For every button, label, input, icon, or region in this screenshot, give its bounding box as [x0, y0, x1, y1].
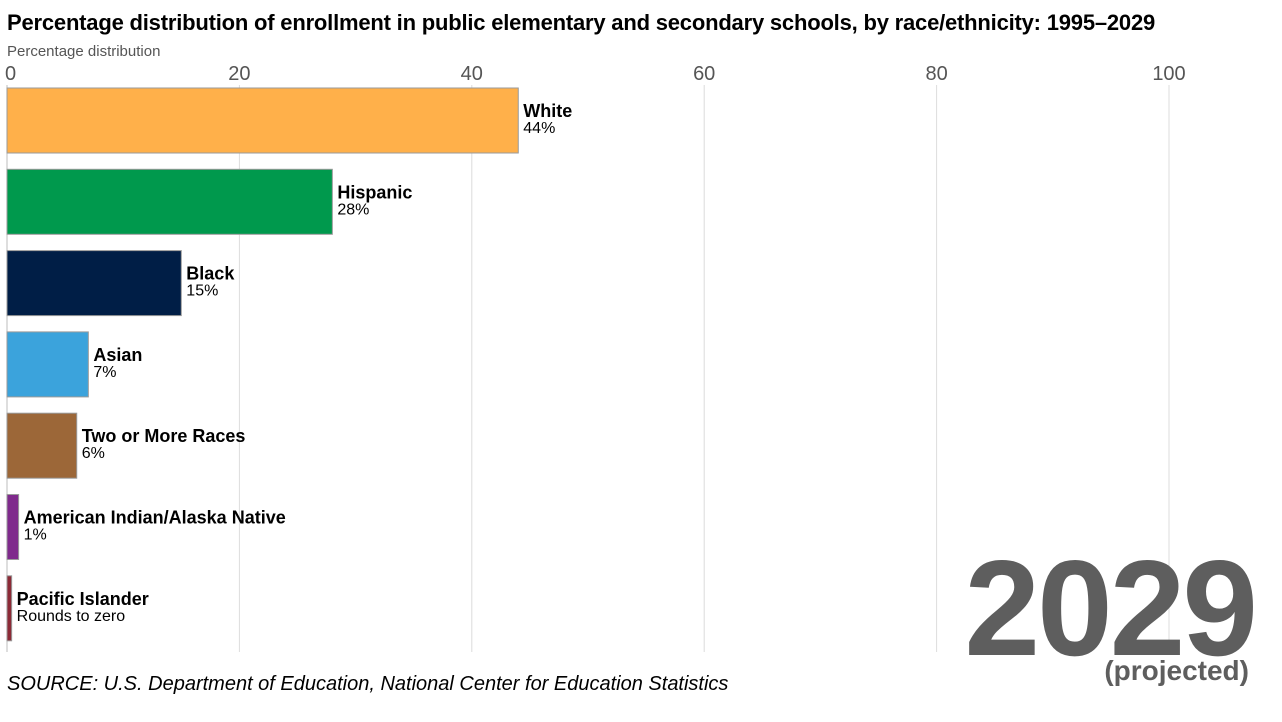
axis-caption: Percentage distribution	[7, 43, 161, 60]
bar-label-white: White	[523, 101, 572, 121]
bar-american-indian-alaska-native	[6, 494, 20, 560]
bar-hispanic	[6, 168, 333, 235]
bar-label-american-indian-alaska-native: American Indian/Alaska Native	[24, 508, 286, 528]
bar-two-or-more-races	[6, 412, 78, 479]
x-tick-label: 100	[1152, 63, 1185, 85]
x-tick-label: 80	[925, 63, 947, 85]
bar-value-american-indian-alaska-native: 1%	[24, 527, 47, 544]
source-note: SOURCE: U.S. Department of Education, Na…	[7, 673, 729, 695]
bar-label-hispanic: Hispanic	[337, 182, 412, 202]
bar-value-two-or-more-races: 6%	[82, 445, 105, 462]
bar-label-pacific-islander: Pacific Islander	[17, 589, 149, 609]
x-tick-label: 40	[461, 63, 483, 85]
bar-label-two-or-more-races: Two or More Races	[82, 426, 246, 446]
chart-title: Percentage distribution of enrollment in…	[7, 10, 1156, 35]
bar-asian	[6, 331, 89, 398]
bar-pacific-islander	[6, 575, 13, 642]
bar-value-black: 15%	[186, 283, 218, 300]
x-tick-label: 20	[228, 63, 250, 85]
year-label: 2029	[964, 532, 1258, 684]
bar-value-hispanic: 28%	[337, 201, 369, 218]
x-tick-label: 0	[5, 63, 16, 85]
bar-value-white: 44%	[523, 120, 555, 137]
bar-label-asian: Asian	[93, 345, 142, 365]
bar-white	[6, 87, 519, 154]
bar-value-pacific-islander: Rounds to zero	[17, 608, 126, 625]
bar-label-black: Black	[186, 264, 235, 284]
tick-layer: 0 20 40 60 80 100	[5, 63, 1186, 85]
year-note: (projected)	[1104, 655, 1249, 686]
bar-value-asian: 7%	[93, 364, 116, 381]
x-tick-label: 60	[693, 63, 715, 85]
bar-black	[6, 250, 182, 317]
